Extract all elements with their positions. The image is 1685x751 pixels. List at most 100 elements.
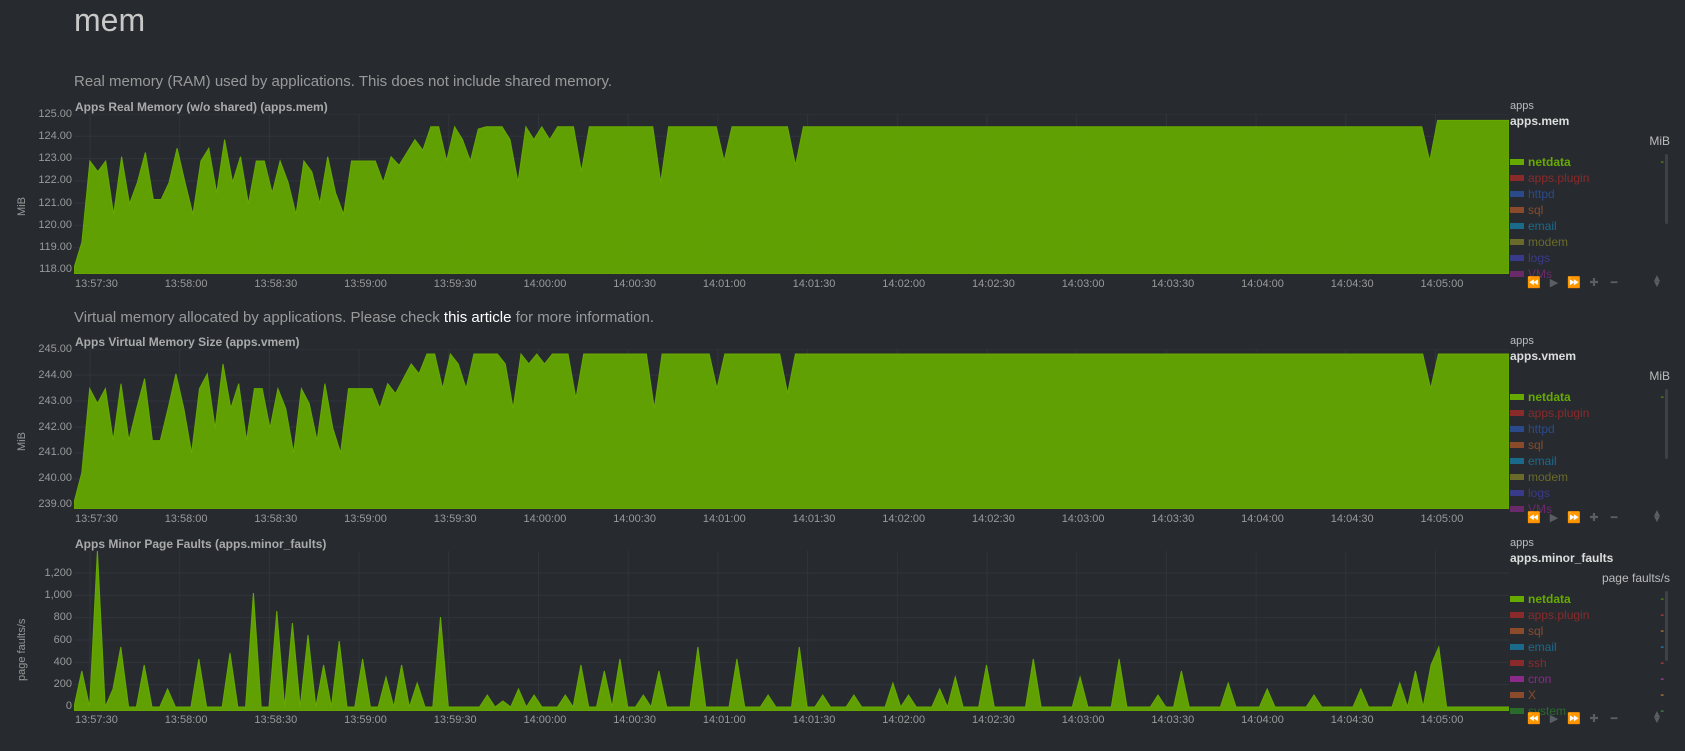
chart-title: Apps Virtual Memory Size (apps.vmem) — [75, 335, 300, 349]
legend-dim-httpd[interactable]: httpd — [1510, 186, 1670, 202]
article-link[interactable]: this article — [443, 309, 512, 326]
legend-dim-httpd[interactable]: httpd — [1510, 421, 1670, 437]
x-tick-label: 14:02:30 — [972, 513, 1015, 525]
legend-dim-sql[interactable]: sql — [1510, 202, 1670, 218]
legend-dim-email[interactable]: email - — [1510, 639, 1670, 655]
legend-dim-value: - — [1660, 156, 1664, 168]
play-icon[interactable]: ▶ — [1549, 511, 1559, 524]
x-tick-label: 13:59:00 — [344, 714, 387, 726]
legend-dim-name: netdata — [1528, 592, 1571, 606]
legend-dim-modem[interactable]: modem — [1510, 469, 1670, 485]
plot-area[interactable] — [74, 551, 1509, 711]
legend-dim-apps-plugin[interactable]: apps.plugin — [1510, 405, 1670, 421]
zoom-in-icon[interactable]: ✚ — [1589, 712, 1599, 725]
x-tick-label: 14:01:30 — [792, 714, 836, 726]
legend-dimensions: netdata - apps.plugin httpd sql email modem log… — [1510, 389, 1670, 517]
y-tick-label: 120.00 — [38, 218, 72, 231]
legend-dim-email[interactable]: email — [1510, 453, 1670, 469]
x-tick-label: 14:01:00 — [702, 714, 746, 726]
legend-dim-name: modem — [1528, 235, 1569, 249]
mem-description: Real memory (RAM) used by applications. … — [74, 73, 613, 90]
legend-chart-id: apps.minor_faults — [1510, 551, 1614, 565]
legend-dim-vms[interactable]: VMs — [1510, 266, 1670, 282]
pan-right-icon[interactable]: ⏩ — [1567, 511, 1581, 524]
legend-dim-netdata[interactable]: netdata - — [1510, 591, 1670, 607]
x-tick-label: 13:58:00 — [164, 714, 208, 726]
pan-left-icon[interactable]: ⏪ — [1527, 276, 1541, 289]
x-tick-label: 13:57:30 — [75, 714, 118, 726]
legend-dim-name: netdata — [1528, 155, 1571, 169]
y-tick-label: 200 — [53, 677, 72, 690]
resize-handle-icon[interactable]: ▲ ▼ — [1652, 508, 1662, 525]
legend-dim-x[interactable]: X- — [1510, 687, 1670, 703]
legend-dim-logs[interactable]: logs — [1510, 250, 1670, 266]
zoom-in-icon[interactable]: ✚ — [1589, 276, 1599, 289]
zoom-in-icon[interactable]: ✚ — [1589, 511, 1599, 524]
legend-swatch — [1510, 223, 1524, 229]
legend-swatch — [1510, 159, 1524, 165]
resize-handle-icon[interactable]: ▲ ▼ — [1652, 709, 1662, 726]
legend-dimensions: netdata - apps.plugin httpd sql email modem log… — [1510, 154, 1670, 282]
legend-dim-apps-plugin[interactable]: apps.plugin — [1510, 170, 1670, 186]
pan-right-icon[interactable]: ⏩ — [1567, 276, 1581, 289]
legend-dim-cron[interactable]: cron - — [1510, 671, 1670, 687]
legend-dim-value: - — [1660, 641, 1664, 653]
x-tick-label: 13:59:00 — [344, 278, 387, 290]
x-tick-label: 14:05:00 — [1420, 278, 1464, 290]
zoom-out-icon[interactable]: ━ — [1610, 712, 1618, 725]
legend-context: apps — [1510, 537, 1534, 549]
play-icon[interactable]: ▶ — [1549, 276, 1559, 289]
legend-dim-email[interactable]: email — [1510, 218, 1670, 234]
legend-dim-name: email — [1528, 640, 1557, 654]
legend-scrollbar[interactable] — [1665, 591, 1668, 661]
legend-dim-value: - — [1660, 673, 1664, 685]
chart-toolbar: ⏪ ▶ ⏩ ✚ ━ — [1527, 276, 1621, 289]
legend-dim-name: cron — [1528, 672, 1552, 686]
y-tick-label: 123.00 — [38, 152, 72, 165]
pan-right-icon[interactable]: ⏩ — [1567, 712, 1581, 725]
x-tick-label: 14:03:30 — [1151, 278, 1195, 290]
x-tick-label: 13:58:30 — [254, 278, 298, 290]
legend-dim-sql[interactable]: sql — [1510, 437, 1670, 453]
pan-left-icon[interactable]: ⏪ — [1527, 511, 1541, 524]
legend-dim-system[interactable]: system - — [1510, 703, 1670, 719]
y-tick-label: 239.00 — [38, 498, 72, 510]
y-tick-label: 400 — [53, 655, 72, 668]
legend-context: apps — [1510, 335, 1534, 347]
chart-apps-vmem[interactable]: Apps Virtual Memory Size (apps.vmem) MiB… — [0, 333, 1685, 525]
legend-dim-modem[interactable]: modem — [1510, 234, 1670, 250]
chart-apps-mem[interactable]: Apps Real Memory (w/o shared) (apps.mem)… — [0, 98, 1685, 290]
legend-dim-logs[interactable]: logs — [1510, 485, 1670, 501]
x-tick-label: 13:58:30 — [254, 714, 298, 726]
zoom-out-icon[interactable]: ━ — [1610, 511, 1618, 524]
legend-scrollbar[interactable] — [1665, 154, 1668, 224]
x-tick-label: 13:59:30 — [433, 513, 477, 525]
plot-area[interactable] — [74, 114, 1509, 274]
legend-dim-value: - — [1660, 657, 1664, 669]
x-tick-label: 14:03:30 — [1151, 513, 1195, 525]
zoom-out-icon[interactable]: ━ — [1610, 276, 1618, 289]
y-tick-label: 245.00 — [38, 343, 72, 355]
legend-swatch — [1510, 458, 1524, 464]
vmem-description-pre: Virtual memory allocated by applications… — [74, 309, 444, 326]
legend-dim-netdata[interactable]: netdata - — [1510, 389, 1670, 405]
resize-handle-icon[interactable]: ▲ ▼ — [1652, 273, 1662, 290]
legend-scrollbar[interactable] — [1665, 389, 1668, 459]
legend-dim-apps-plugin[interactable]: apps.plugin - — [1510, 607, 1670, 623]
legend-dim-ssh[interactable]: ssh - — [1510, 655, 1670, 671]
x-tick-label: 13:59:30 — [433, 714, 477, 726]
legend-dimensions: netdata - apps.plugin - sql - email - ssh - cron - X… — [1510, 591, 1670, 719]
legend-chart-id: apps.vmem — [1510, 349, 1577, 363]
legend-dim-sql[interactable]: sql - — [1510, 623, 1670, 639]
y-tick-label: 600 — [53, 633, 72, 646]
legend-swatch — [1510, 207, 1524, 213]
legend-unit: MiB — [1649, 369, 1670, 383]
legend-dim-vms[interactable]: VMs — [1510, 501, 1670, 517]
plot-area[interactable] — [74, 349, 1509, 509]
chart-apps-minor-faults[interactable]: Apps Minor Page Faults (apps.minor_fault… — [0, 535, 1685, 735]
legend-dim-name: ssh — [1528, 656, 1547, 670]
pan-left-icon[interactable]: ⏪ — [1527, 712, 1541, 725]
vmem-description: Virtual memory allocated by applications… — [74, 309, 654, 326]
play-icon[interactable]: ▶ — [1549, 712, 1559, 725]
legend-dim-netdata[interactable]: netdata - — [1510, 154, 1670, 170]
